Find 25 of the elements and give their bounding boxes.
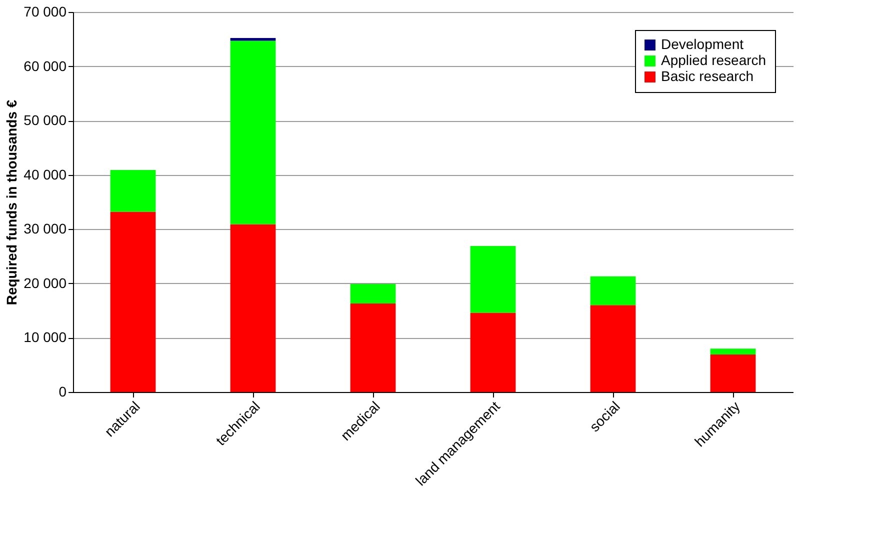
bar — [230, 40, 276, 224]
bar — [470, 312, 516, 392]
y-tick-label: 10 000 — [24, 329, 67, 346]
y-tick-label: 20 000 — [24, 274, 67, 291]
y-axis-title: Required funds in thousands € — [4, 100, 20, 306]
legend-label: Basic research — [661, 68, 754, 84]
bar — [470, 246, 516, 313]
bar — [350, 304, 396, 392]
legend-label: Applied research — [661, 52, 766, 68]
bar — [110, 212, 156, 392]
y-tick-label: 50 000 — [24, 112, 67, 128]
bar — [350, 284, 396, 304]
bar — [230, 38, 276, 41]
y-tick-label: 0 — [58, 384, 67, 400]
bar — [710, 348, 756, 355]
bar — [590, 305, 636, 392]
y-tick-label: 60 000 — [24, 58, 67, 74]
y-tick-label: 30 000 — [24, 220, 67, 237]
bar — [590, 276, 636, 306]
bar — [110, 170, 156, 212]
legend-label: Development — [661, 36, 744, 52]
bar — [230, 224, 276, 392]
y-tick-label: 40 000 — [24, 166, 67, 182]
bar — [710, 354, 756, 392]
y-tick-label: 70 000 — [24, 4, 67, 20]
